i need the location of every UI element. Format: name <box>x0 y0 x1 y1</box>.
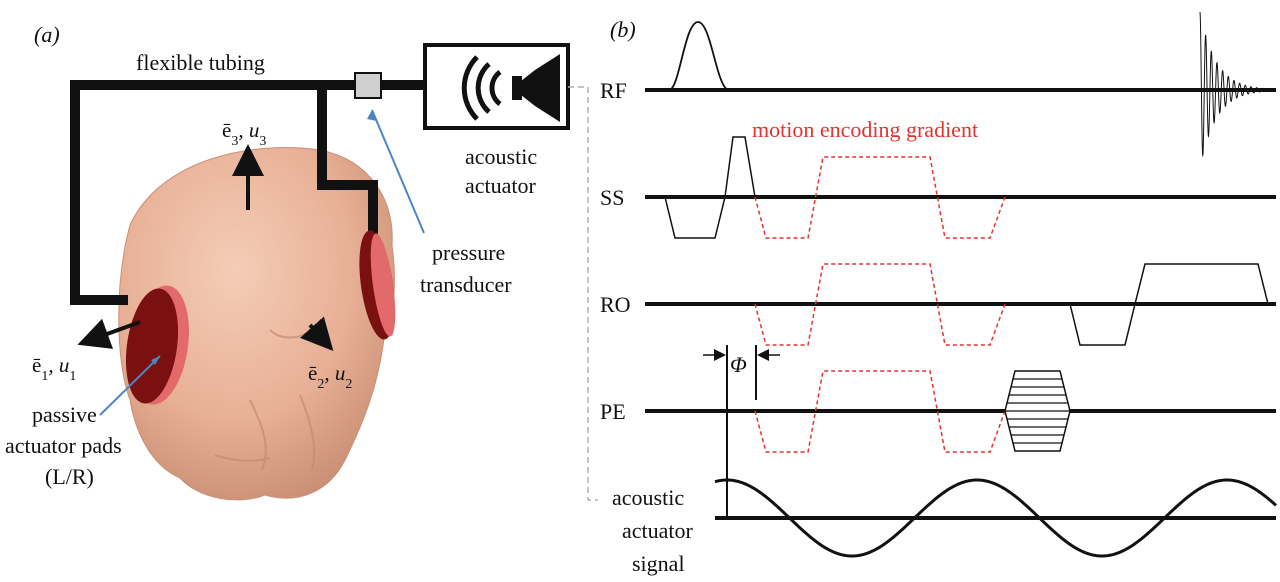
signal-label-2: actuator <box>622 518 694 543</box>
flexible-tubing <box>70 80 425 305</box>
motion-encoding-gradient-label: motion encoding gradient <box>752 117 978 142</box>
phase-offset-label: Φ <box>730 352 747 377</box>
e2-u2-label: ē2, u2 <box>308 361 352 392</box>
acoustic-actuator-label-2: actuator <box>465 173 537 198</box>
ss-gradient-lobes <box>664 136 756 239</box>
pe-phase-encoding-table <box>1004 370 1071 452</box>
acoustic-actuator-label-1: acoustic <box>465 144 537 169</box>
right-actuator-pad <box>359 230 396 340</box>
left-actuator-pad <box>125 285 189 405</box>
ro-readout-gradient <box>1069 263 1269 346</box>
e1-u1-label: ē1, u1 <box>32 353 76 384</box>
e1-arrow <box>77 318 141 349</box>
pe-motion-encoding-gradient <box>754 370 1006 453</box>
panel-b-label: (b) <box>610 17 636 42</box>
row-label-pe: PE <box>600 399 626 424</box>
pads-label-1: passive <box>32 402 97 427</box>
flexible-tubing-label: flexible tubing <box>136 50 265 75</box>
acoustic-actuator-sine-wave <box>714 478 1277 558</box>
row-label-rf: RF <box>600 78 627 103</box>
acoustic-actuator-box <box>423 43 570 130</box>
ro-motion-encoding-gradient <box>754 263 1006 346</box>
rf-excitation-pulse <box>669 21 729 91</box>
panel-a-label: (a) <box>34 22 60 47</box>
actuator-signal-connector <box>568 86 598 501</box>
head-contours <box>214 329 316 471</box>
pressure-transducer-label-2: transducer <box>420 272 512 297</box>
pads-label-3: (L/R) <box>45 464 94 489</box>
pressure-transducer-box <box>354 72 382 99</box>
row-label-ss: SS <box>600 185 624 210</box>
e3-u3-label: ē3, u3 <box>222 118 266 149</box>
panel-b: (b) RF SS RO PE motion encoding gradient <box>600 11 1277 576</box>
pressure-transducer-label-1: pressure <box>432 240 505 265</box>
pads-leader <box>99 355 161 416</box>
ss-motion-encoding-gradient <box>754 156 1006 239</box>
rf-echo-signal <box>1199 11 1277 158</box>
panel-a: (a) <box>5 22 570 501</box>
sound-wave-icon <box>489 70 502 106</box>
pads-label-2: actuator pads <box>5 433 122 458</box>
row-label-ro: RO <box>600 292 631 317</box>
signal-label-1: acoustic <box>612 485 684 510</box>
signal-label-3: signal <box>632 551 685 576</box>
transducer-leader <box>371 109 425 234</box>
e2-arrow <box>300 316 334 351</box>
speaker-icon <box>512 54 560 122</box>
